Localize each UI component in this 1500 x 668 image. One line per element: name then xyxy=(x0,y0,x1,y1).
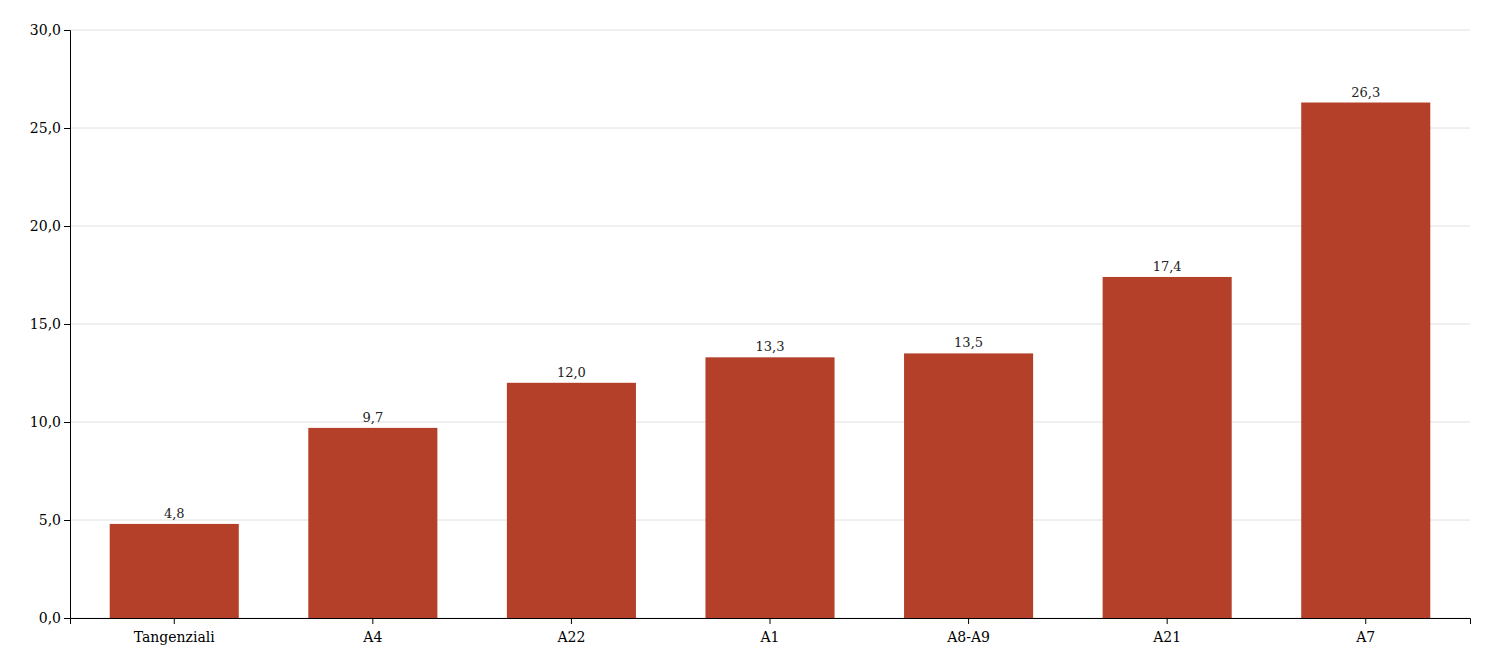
x-tick-mark xyxy=(174,618,175,624)
grid xyxy=(70,30,1470,618)
y-tick-label: 10,0 xyxy=(30,414,61,430)
grid-line xyxy=(70,226,1470,227)
x-tick-mark xyxy=(571,618,572,624)
x-tick: A8-A9 xyxy=(946,618,990,645)
data-label: 13,5 xyxy=(954,335,983,350)
y-tick-mark xyxy=(64,422,70,423)
plot-area: 4,8 9,7 12,0 13,3 13,5 17,4 26,3 Tangenziali A4 A… xyxy=(30,22,1471,645)
y-tick-mark xyxy=(64,30,70,31)
x-tick-label: A1 xyxy=(759,629,779,645)
x-tick: A22 xyxy=(556,618,585,645)
y-tick-mark xyxy=(64,128,70,129)
y-tick: 10,0 xyxy=(30,414,70,430)
x-tick-mark xyxy=(968,618,969,624)
x-axis: Tangenziali A4 A22 A1 A8-A9 A21 A7 xyxy=(71,618,1471,645)
y-tick-mark xyxy=(64,324,70,325)
x-tick-label: A22 xyxy=(556,629,585,645)
y-tick-mark xyxy=(64,226,70,227)
bars xyxy=(110,103,1431,618)
data-label: 13,3 xyxy=(756,339,785,354)
bar xyxy=(507,383,636,618)
x-tick-mark xyxy=(1167,618,1168,624)
y-tick-label: 5,0 xyxy=(39,512,61,528)
y-tick-label: 20,0 xyxy=(30,218,61,234)
y-axis: 0,0 5,0 10,0 15,0 20,0 25,0 30,0 xyxy=(30,22,71,626)
bar xyxy=(1301,103,1430,618)
x-axis-line xyxy=(71,619,1471,625)
x-tick-label: Tangenziali xyxy=(134,629,216,645)
x-tick: A1 xyxy=(759,618,779,645)
x-tick: Tangenziali xyxy=(134,618,216,645)
x-tick: A4 xyxy=(362,618,382,645)
data-label: 4,8 xyxy=(164,506,185,521)
y-tick: 20,0 xyxy=(30,218,70,234)
grid-line xyxy=(70,30,1470,31)
data-labels: 4,8 9,7 12,0 13,3 13,5 17,4 26,3 xyxy=(164,85,1380,521)
y-tick-label: 0,0 xyxy=(39,610,61,626)
data-label: 26,3 xyxy=(1351,85,1380,100)
bar xyxy=(110,524,239,618)
y-tick-label: 15,0 xyxy=(30,316,61,332)
y-tick: 30,0 xyxy=(30,22,70,38)
y-tick-label: 25,0 xyxy=(30,120,61,136)
data-label: 17,4 xyxy=(1153,259,1182,274)
x-tick: A7 xyxy=(1355,618,1375,645)
x-tick: A21 xyxy=(1152,618,1181,645)
bar xyxy=(904,353,1033,618)
x-tick-label: A7 xyxy=(1355,629,1375,645)
data-label: 12,0 xyxy=(557,365,586,380)
y-tick-label: 30,0 xyxy=(30,22,61,38)
y-tick-mark xyxy=(64,520,70,521)
data-label: 9,7 xyxy=(362,410,383,425)
y-tick: 5,0 xyxy=(39,512,70,528)
x-tick-label: A8-A9 xyxy=(946,629,990,645)
bar xyxy=(705,357,834,618)
x-tick-label: A4 xyxy=(362,629,382,645)
y-tick-mark xyxy=(64,618,70,619)
grid-line xyxy=(70,324,1470,325)
chart-svg: 4,8 9,7 12,0 13,3 13,5 17,4 26,3 Tangenziali A4 A… xyxy=(0,0,1500,668)
y-axis-line xyxy=(64,31,71,619)
grid-line xyxy=(70,128,1470,129)
x-tick-mark xyxy=(372,618,373,624)
bar xyxy=(308,428,437,618)
y-tick: 25,0 xyxy=(30,120,70,136)
y-tick: 0,0 xyxy=(39,610,70,626)
bar xyxy=(1103,277,1232,618)
x-tick-mark xyxy=(770,618,771,624)
x-tick-mark xyxy=(1365,618,1366,624)
x-tick-label: A21 xyxy=(1152,629,1181,645)
y-tick: 15,0 xyxy=(30,316,70,332)
